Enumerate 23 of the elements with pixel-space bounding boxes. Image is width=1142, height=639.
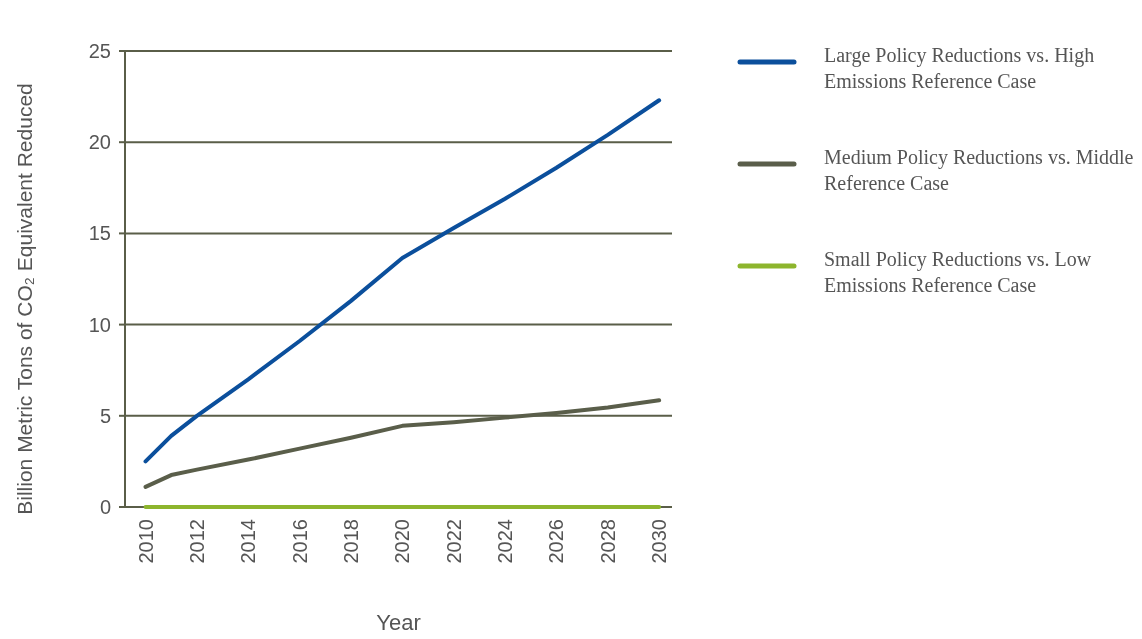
legend-label: Medium Policy Reductions vs. Middle Reference Case (824, 146, 1134, 194)
x-tick-label: 2020 (391, 519, 414, 564)
x-tick-label: 2022 (442, 519, 465, 564)
y-tick-label: 20 (88, 131, 111, 154)
x-axis-title: Year (376, 609, 421, 635)
y-axis-title: Billion Metric Tons of CO₂ Equivalent Reduced (13, 83, 36, 515)
legend-label: Small Policy Reductions vs. Low Emissions Reference Case (824, 248, 1092, 296)
legend-label: Large Policy Reductions vs. High Emissions Reference Case (824, 44, 1095, 92)
x-tick-label: 2026 (545, 519, 568, 564)
x-tick-label: 2030 (648, 519, 671, 564)
x-tick-label: 2024 (494, 519, 517, 564)
x-tick-label: 2016 (288, 519, 311, 564)
y-tick-label: 15 (88, 222, 111, 245)
x-tick-label: 2028 (596, 519, 619, 564)
line-series (143, 98, 662, 464)
y-tick-label: 10 (88, 313, 111, 336)
x-tick-label: 2010 (134, 519, 157, 564)
y-tick-label: 5 (99, 404, 111, 427)
y-tick-label: 0 (99, 496, 111, 518)
x-tick-label: 2018 (339, 519, 362, 564)
y-tick-label: 25 (88, 40, 111, 62)
x-tick-label: 2014 (237, 519, 260, 564)
x-tick-label: 2012 (185, 519, 208, 564)
